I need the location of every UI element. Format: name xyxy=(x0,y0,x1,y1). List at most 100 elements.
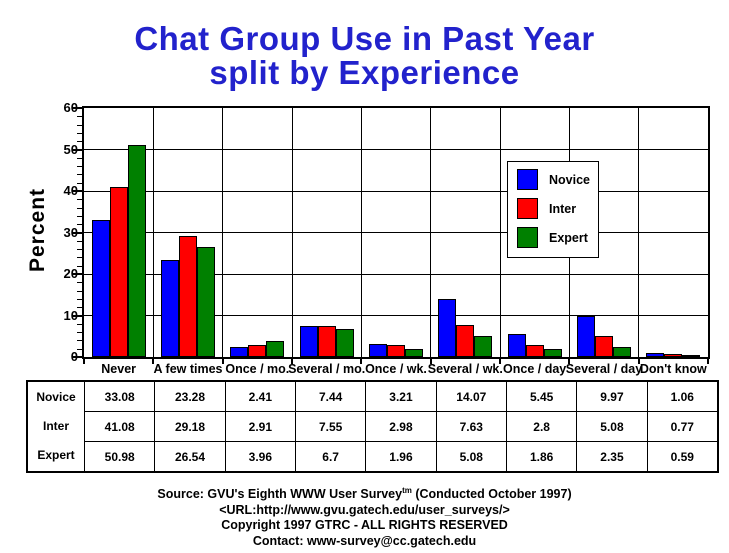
x-tick xyxy=(152,359,155,364)
footer-contact-line: Contact: www-survey@cc.gatech.edu xyxy=(252,533,477,548)
bar-expert xyxy=(474,335,493,357)
footer-tm-superscript: tm xyxy=(402,486,412,495)
y-minor-tick xyxy=(77,290,82,292)
y-minor-tick xyxy=(77,282,82,284)
y-major-tick xyxy=(73,148,82,151)
chart-title-line2: split by Experience xyxy=(209,54,520,91)
y-tick-label: 0 xyxy=(34,349,78,365)
table-cell: 5.08 xyxy=(576,411,648,442)
table-row: Novice Inter Expert 33.08 23.28 2.41 7.44 3.21 1… xyxy=(26,380,719,473)
table-cell: 2.8 xyxy=(505,411,578,442)
y-minor-tick xyxy=(77,166,82,168)
y-minor-tick xyxy=(77,224,82,226)
y-minor-tick xyxy=(77,265,82,267)
table-cell: 1.06 xyxy=(646,380,719,412)
plot-area xyxy=(82,106,710,359)
table-cell: 26.54 xyxy=(154,441,226,473)
y-minor-tick xyxy=(77,141,82,143)
y-minor-tick xyxy=(77,116,82,118)
data-table: Novice Inter Expert 33.08 23.28 2.41 7.44 3.21 1… xyxy=(26,380,719,473)
table-cell: 50.98 xyxy=(83,441,156,473)
y-tick-label: 30 xyxy=(63,224,78,240)
table-row: 41.08 29.18 2.91 7.55 2.98 7.63 2.8 5.08 0.77 xyxy=(27,411,719,442)
footer-url-line: <URL:http://www.gvu.gatech.edu/user_surv… xyxy=(219,502,510,517)
legend-item: Expert xyxy=(508,223,598,252)
y-minor-tick xyxy=(77,332,82,334)
table-cell: 7.55 xyxy=(294,411,367,442)
y-minor-tick xyxy=(77,298,82,300)
gridline-vertical xyxy=(152,108,154,357)
legend-item: Novice xyxy=(508,165,598,194)
y-minor-tick xyxy=(77,174,82,176)
bar-expert xyxy=(682,354,701,357)
bar-novice xyxy=(299,326,318,357)
bar-inter xyxy=(248,344,267,357)
gridline-vertical xyxy=(360,108,362,357)
y-minor-tick xyxy=(77,249,82,251)
bar-expert xyxy=(543,349,562,357)
table-cell: 2.41 xyxy=(224,380,296,412)
table-cell: 2.35 xyxy=(576,441,648,473)
x-tick xyxy=(637,359,640,364)
x-tick xyxy=(568,359,571,364)
bar-expert xyxy=(127,145,146,357)
gridline-horizontal xyxy=(84,273,708,275)
y-major-tick xyxy=(73,190,82,192)
table-cell: 0.77 xyxy=(646,411,719,442)
y-minor-tick xyxy=(77,132,82,134)
x-category-label: Once / wk. xyxy=(365,362,427,376)
y-minor-tick xyxy=(77,124,82,126)
gridline-vertical xyxy=(638,108,640,357)
table-cell: 3.21 xyxy=(365,380,437,412)
y-minor-tick xyxy=(77,348,82,350)
gridline-horizontal xyxy=(84,315,708,316)
bar-novice xyxy=(230,347,249,357)
x-category-label: Several / day xyxy=(565,362,643,376)
x-category-label: Several / mo. xyxy=(288,362,366,376)
gridline-horizontal xyxy=(84,232,708,233)
table-cell: 3.96 xyxy=(224,441,296,473)
y-minor-tick xyxy=(77,307,82,309)
y-tick-label: 50 xyxy=(63,141,78,157)
table-row-header-column: Novice Inter Expert xyxy=(26,380,85,473)
bar-novice xyxy=(369,343,387,357)
table-cell: 5.08 xyxy=(435,441,507,473)
y-minor-tick xyxy=(77,240,82,242)
table-cell: 29.18 xyxy=(154,411,226,442)
legend-label: Novice xyxy=(549,172,590,187)
bar-inter xyxy=(664,353,683,357)
table-cell: 2.98 xyxy=(365,411,437,442)
bar-novice xyxy=(438,298,457,357)
table-cell: 7.63 xyxy=(435,411,507,442)
bar-expert xyxy=(405,348,423,357)
x-category-label: Never xyxy=(101,362,137,376)
bar-inter xyxy=(595,335,613,357)
bar-expert xyxy=(197,246,215,357)
footer-source-text: Source: GVU's Eighth WWW User Survey xyxy=(157,487,403,502)
table-cell: 0.59 xyxy=(646,441,719,473)
bar-expert xyxy=(266,340,285,357)
x-tick xyxy=(360,359,363,364)
x-tick xyxy=(499,359,501,364)
table-cell: 7.44 xyxy=(294,380,367,412)
y-tick-label: 40 xyxy=(63,183,78,198)
x-tick xyxy=(221,359,224,364)
x-category-label: Once / day xyxy=(503,362,567,376)
y-tick-label: 60 xyxy=(63,100,78,115)
bar-expert xyxy=(613,347,631,357)
legend-item: Inter xyxy=(508,194,598,223)
y-tick-label: 10 xyxy=(63,307,78,323)
footer-source-date: (Conducted October 1997) xyxy=(411,487,572,502)
y-major-tick xyxy=(73,356,82,358)
bar-novice xyxy=(161,260,179,357)
gridline-vertical xyxy=(499,108,501,357)
table-cell: 33.08 xyxy=(83,380,156,412)
legend-swatch-expert xyxy=(517,227,538,248)
table-cell: 14.07 xyxy=(435,380,507,412)
bar-inter xyxy=(317,325,336,357)
bar-novice xyxy=(577,315,595,357)
table-cell: 1.86 xyxy=(505,441,578,473)
y-minor-tick xyxy=(77,340,82,342)
footer: Source: GVU's Eighth WWW User Surveytm (… xyxy=(0,483,729,549)
y-minor-tick xyxy=(77,182,82,184)
